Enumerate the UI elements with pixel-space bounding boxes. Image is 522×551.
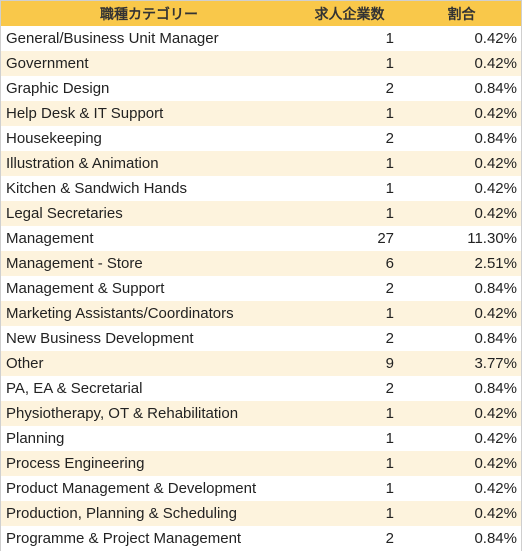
category-cell: Planning (6, 430, 65, 447)
category-cell: Kitchen & Sandwich Hands (6, 180, 187, 197)
ratio-cell: 0.42% (474, 55, 517, 72)
table-row: Planning 1 0.42% (1, 426, 521, 451)
table-row: Programme & Project Management 2 0.84% (1, 526, 521, 551)
ratio-cell: 0.42% (474, 180, 517, 197)
ratio-cell: 0.42% (474, 455, 517, 472)
count-cell: 6 (385, 255, 394, 272)
table-row: General/Business Unit Manager 1 0.42% (1, 26, 521, 51)
ratio-cell: 0.42% (474, 480, 517, 497)
category-cell: Production, Planning & Scheduling (6, 505, 237, 522)
count-cell: 1 (385, 205, 394, 222)
category-cell: Programme & Project Management (6, 530, 242, 547)
count-cell: 1 (385, 180, 394, 197)
count-cell: 9 (385, 355, 394, 372)
ratio-cell: 0.42% (474, 105, 517, 122)
ratio-cell: 0.42% (474, 505, 517, 522)
table-row: Kitchen & Sandwich Hands 1 0.42% (1, 176, 521, 201)
category-cell: Physiotherapy, OT & Rehabilitation (6, 405, 239, 422)
count-cell: 1 (385, 455, 394, 472)
table-row: Product Management & Development 1 0.42% (1, 476, 521, 501)
table-body: General/Business Unit Manager 1 0.42% Gover… (1, 26, 521, 551)
count-cell: 1 (385, 480, 394, 497)
table-row: Other 9 3.77% (1, 351, 521, 376)
header-category: 職種カテゴリー (100, 6, 198, 23)
category-cell: General/Business Unit Manager (6, 30, 219, 47)
category-cell: Legal Secretaries (6, 205, 123, 222)
table-row: Illustration & Animation 1 0.42% (1, 151, 521, 176)
category-cell: Process Engineering (6, 455, 145, 472)
ratio-cell: 0.42% (474, 405, 517, 422)
header-ratio: 割合 (447, 6, 476, 23)
ratio-cell: 11.30% (467, 230, 517, 247)
ratio-cell: 0.84% (474, 130, 517, 147)
count-cell: 2 (385, 330, 394, 347)
header-row: 職種カテゴリー 求人企業数 割合 (1, 1, 521, 26)
table-row: Graphic Design 2 0.84% (1, 76, 521, 101)
ratio-cell: 0.84% (474, 80, 517, 97)
category-cell: PA, EA & Secretarial (6, 380, 143, 397)
count-cell: 1 (385, 105, 394, 122)
category-cell: Graphic Design (6, 80, 110, 97)
table-header: 職種カテゴリー 求人企業数 割合 (1, 1, 521, 26)
count-cell: 2 (385, 280, 394, 297)
table-row: Marketing Assistants/Coordinators 1 0.42% (1, 301, 521, 326)
table-row: New Business Development 2 0.84% (1, 326, 521, 351)
table-row: PA, EA & Secretarial 2 0.84% (1, 376, 521, 401)
count-cell: 1 (385, 305, 394, 322)
count-cell: 1 (385, 30, 394, 47)
category-cell: Management - Store (6, 255, 143, 272)
category-cell: Help Desk & IT Support (6, 105, 164, 122)
category-cell: Management (6, 230, 94, 247)
ratio-cell: 0.42% (474, 155, 517, 172)
category-cell: Illustration & Animation (6, 155, 159, 172)
table-row: Management 27 11.30% (1, 226, 521, 251)
ratio-cell: 0.42% (474, 305, 517, 322)
table-row: Management - Store 6 2.51% (1, 251, 521, 276)
table-row: Production, Planning & Scheduling 1 0.42% (1, 501, 521, 526)
table-row: Physiotherapy, OT & Rehabilitation 1 0.42% (1, 401, 521, 426)
category-cell: Other (6, 355, 44, 372)
category-cell: Marketing Assistants/Coordinators (6, 305, 234, 322)
category-cell: Product Management & Development (6, 480, 257, 497)
count-cell: 1 (385, 155, 394, 172)
table-row: Management & Support 2 0.84% (1, 276, 521, 301)
table-row: Process Engineering 1 0.42% (1, 451, 521, 476)
table-row: Help Desk & IT Support 1 0.42% (1, 101, 521, 126)
count-cell: 1 (385, 55, 394, 72)
ratio-cell: 0.84% (474, 380, 517, 397)
ratio-cell: 0.42% (474, 430, 517, 447)
category-cell: Government (6, 55, 89, 72)
ratio-cell: 3.77% (474, 355, 517, 372)
table-row: Housekeeping 2 0.84% (1, 126, 521, 151)
category-cell: New Business Development (6, 330, 194, 347)
table-row: Government 1 0.42% (1, 51, 521, 76)
category-cell: Management & Support (6, 280, 165, 297)
ratio-cell: 2.51% (474, 255, 517, 272)
ratio-cell: 0.84% (474, 530, 517, 547)
count-cell: 2 (385, 130, 394, 147)
ratio-cell: 0.84% (474, 280, 517, 297)
count-cell: 2 (385, 380, 394, 397)
ratio-cell: 0.42% (474, 205, 517, 222)
count-cell: 2 (385, 530, 394, 547)
count-cell: 2 (385, 80, 394, 97)
count-cell: 1 (385, 430, 394, 447)
header-count: 求人企業数 (314, 6, 385, 23)
table-row: Legal Secretaries 1 0.42% (1, 201, 521, 226)
category-cell: Housekeeping (6, 130, 102, 147)
count-cell: 1 (385, 505, 394, 522)
count-cell: 27 (377, 230, 394, 247)
ratio-cell: 0.84% (474, 330, 517, 347)
ratio-cell: 0.42% (474, 30, 517, 47)
count-cell: 1 (385, 405, 394, 422)
